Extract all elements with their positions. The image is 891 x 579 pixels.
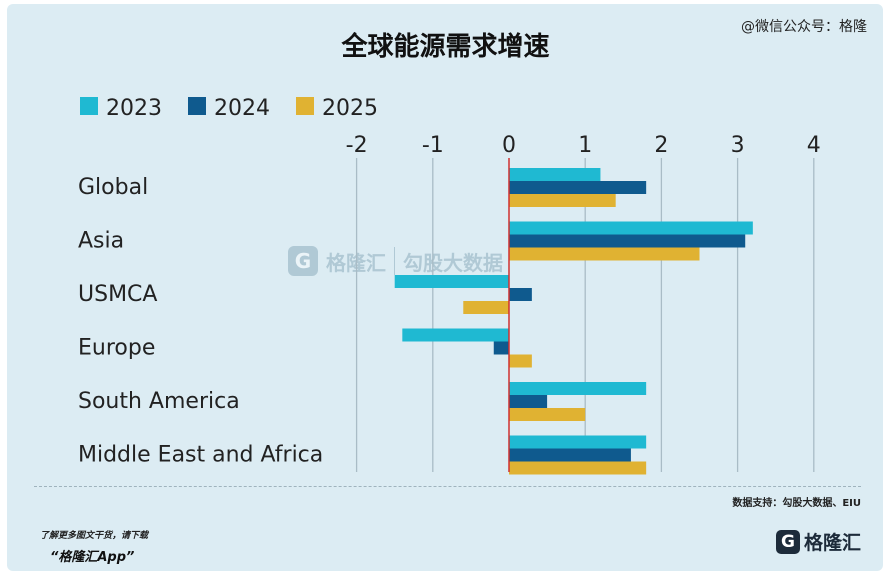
legend-swatch-2025	[296, 97, 314, 115]
gelonghui-brand-icon: G	[775, 529, 800, 554]
bar-2024	[493, 341, 509, 355]
bar-2025	[509, 354, 532, 368]
legend-swatch-2024	[188, 97, 206, 115]
x-tick-label: -2	[346, 133, 368, 158]
legend-label-2025: 2025	[322, 96, 378, 121]
chart-title: 全球能源需求增速	[341, 32, 550, 62]
x-tick-label: -1	[422, 133, 444, 158]
category-label: Asia	[78, 229, 124, 254]
gelonghui-logo-icon: G	[288, 246, 318, 276]
x-tick-label: 0	[502, 133, 516, 158]
bar-2024	[509, 448, 631, 462]
category-label: Middle East and Africa	[78, 443, 323, 468]
category-label: Europe	[78, 336, 155, 361]
category-label: Global	[78, 175, 148, 200]
legend-swatch-2023	[80, 97, 98, 115]
bar-2023	[509, 168, 601, 181]
bar-2024	[509, 181, 647, 194]
bar-2023	[402, 328, 509, 342]
bar-2025	[463, 301, 509, 314]
brand-name: 格隆汇	[803, 532, 861, 554]
bar-2023	[394, 275, 509, 288]
watermark-text-gougu: 勾股大数据	[403, 250, 503, 275]
bar-2023	[509, 221, 753, 235]
bar-2025	[509, 194, 616, 207]
footer-divider	[34, 486, 861, 487]
bar-2023	[509, 382, 647, 395]
bar-2024	[509, 395, 548, 408]
bar-2024	[509, 234, 746, 248]
bar-2025	[509, 408, 586, 421]
bar-2025	[509, 461, 647, 475]
promo-text: 了解更多图文干货，请下载	[40, 531, 149, 541]
category-label: South America	[78, 389, 240, 414]
brand-logo: G 格隆汇	[775, 528, 861, 555]
bar-2023	[509, 435, 647, 449]
legend-label-2024: 2024	[214, 96, 270, 121]
legend-label-2023: 2023	[106, 96, 162, 121]
x-tick-label: 1	[578, 133, 592, 158]
wechat-watermark: @微信公众号：格隆	[741, 19, 867, 35]
bar-2025	[509, 247, 700, 261]
promo-app-name: “格隆汇App”	[50, 550, 135, 565]
x-tick-label: 4	[807, 133, 821, 158]
watermark-divider	[394, 247, 395, 275]
data-source: 数据支持：勾股大数据、EIU	[732, 498, 861, 509]
x-tick-label: 2	[654, 133, 668, 158]
category-label: USMCA	[78, 282, 157, 307]
x-tick-label: 3	[731, 133, 745, 158]
bar-2024	[509, 288, 532, 301]
